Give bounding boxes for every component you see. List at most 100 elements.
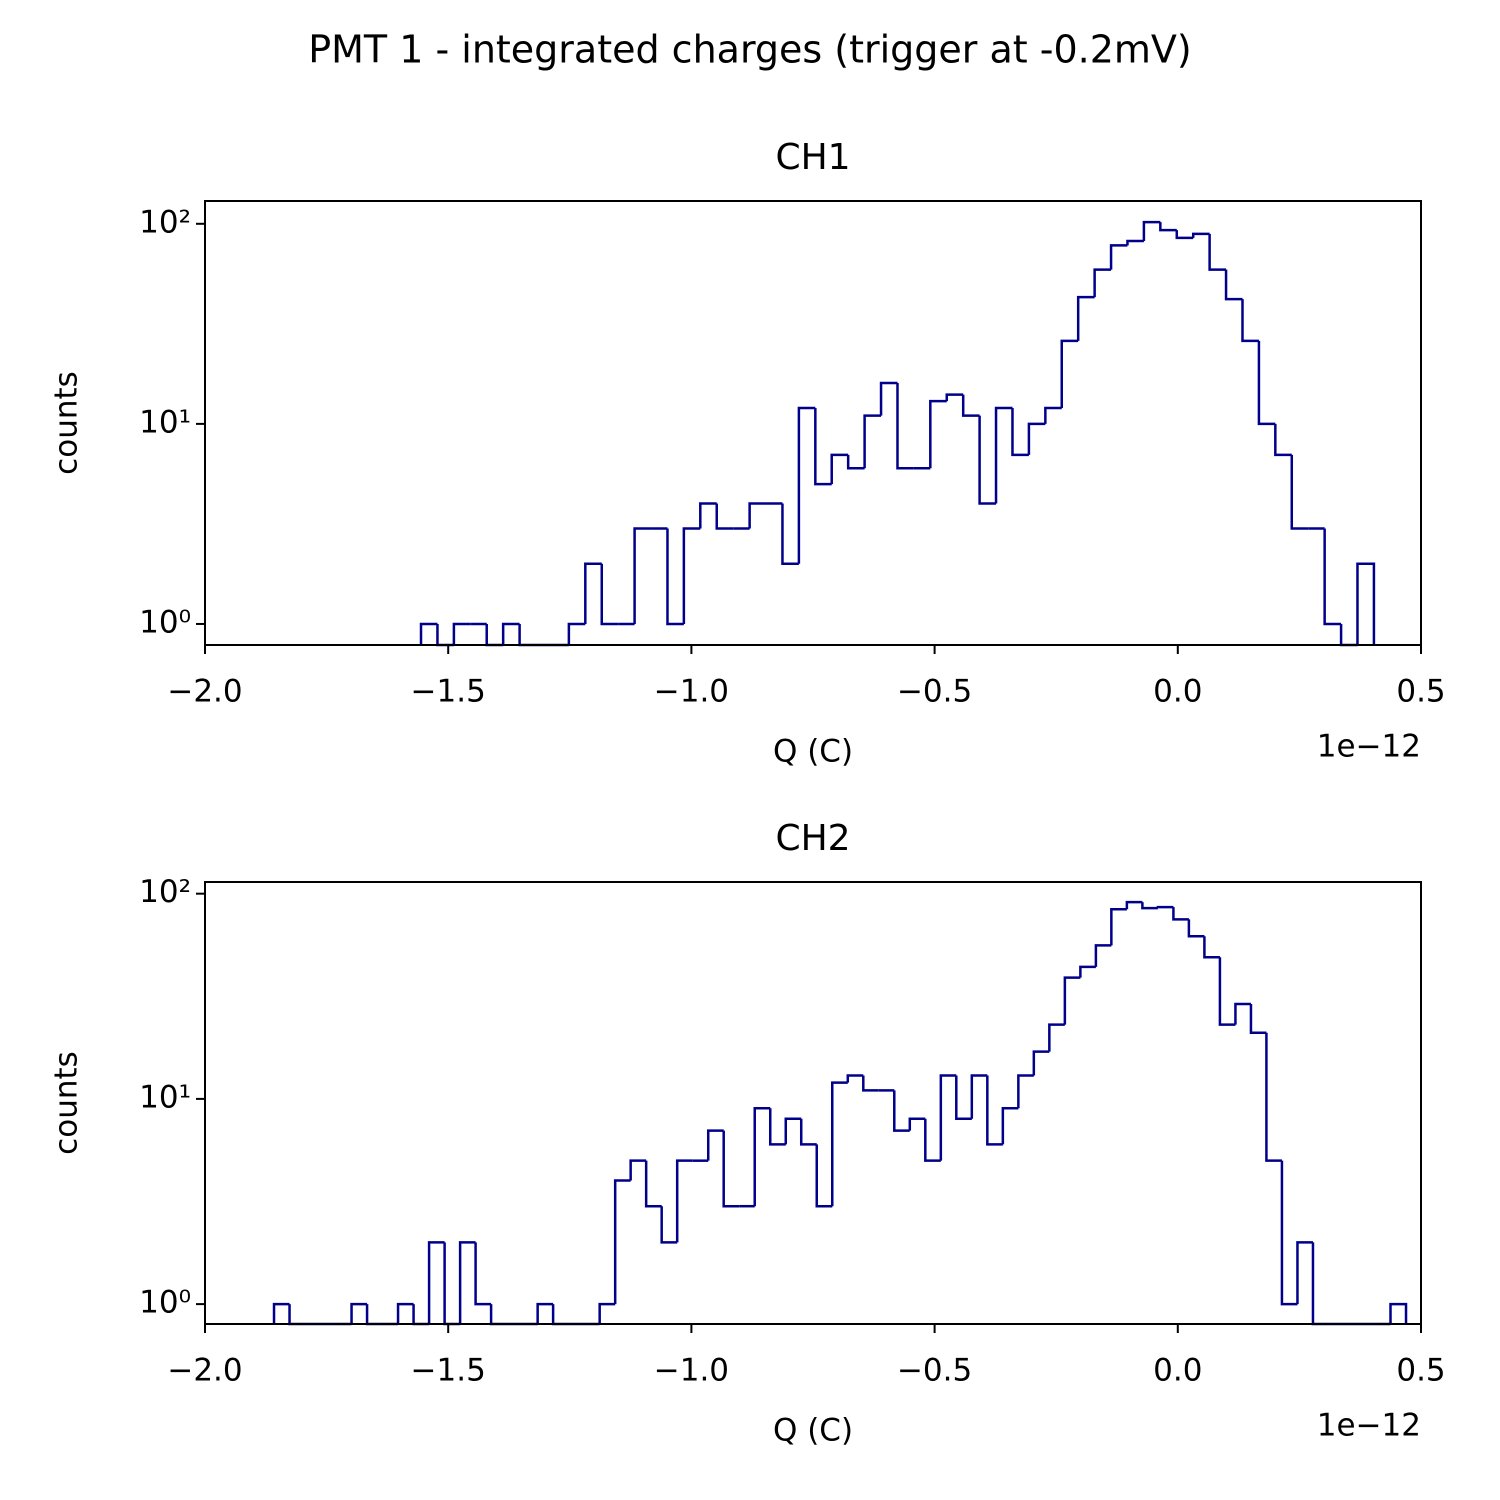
histogram-step <box>536 1302 554 1324</box>
x-tick-label: −1.5 <box>411 1353 486 1389</box>
histogram-step <box>1224 269 1243 301</box>
histogram-step <box>986 1075 1003 1146</box>
y-tick-label: 10¹ <box>139 404 191 440</box>
histogram-step <box>1172 907 1189 921</box>
x-offset-label: 1e−12 <box>1317 729 1421 765</box>
histogram-step <box>1048 1023 1065 1052</box>
histogram-step <box>955 1075 972 1121</box>
histogram-step <box>613 1179 631 1305</box>
histogram-step <box>452 622 471 645</box>
histogram-step <box>1126 239 1144 246</box>
y-tick-label: 10⁰ <box>139 604 191 640</box>
histogram-step <box>879 381 898 416</box>
histogram-step <box>1296 1241 1313 1305</box>
histogram-step <box>715 503 734 530</box>
histogram-step <box>722 1130 740 1208</box>
histogram-step <box>896 383 914 470</box>
histogram-step <box>863 414 882 469</box>
histogram-step <box>501 622 520 645</box>
figure-title: PMT 1 - integrated charges (trigger at -… <box>308 28 1192 72</box>
histogram-step <box>598 1302 616 1324</box>
histogram-step <box>474 1242 492 1306</box>
y-axis-label: counts <box>49 371 85 475</box>
histogram-step <box>1044 406 1062 424</box>
histogram-step <box>419 622 438 645</box>
histogram-step <box>1093 268 1112 298</box>
histogram-step <box>846 454 865 470</box>
histogram-step <box>458 1241 476 1324</box>
histogram-step <box>862 1075 879 1092</box>
histogram-step <box>815 1144 833 1208</box>
histogram-step <box>831 1081 848 1207</box>
y-tick-label: 10² <box>139 874 191 910</box>
histogram-step <box>1125 900 1143 910</box>
histogram-step <box>945 393 964 402</box>
histogram-step <box>1141 902 1158 910</box>
histogram-step <box>1011 408 1029 457</box>
histogram-step <box>1241 299 1259 343</box>
histogram-step <box>994 406 1013 504</box>
histogram-step <box>1257 340 1276 426</box>
histogram-step <box>396 1302 414 1324</box>
histogram-step <box>978 415 997 505</box>
histogram-step <box>961 394 980 417</box>
histogram-step <box>567 622 586 645</box>
histogram-step <box>1109 244 1128 270</box>
histogram-step <box>799 1118 817 1146</box>
x-tick-label: 0.0 <box>1153 674 1202 710</box>
histogram-step <box>784 1117 802 1145</box>
histogram-step <box>1094 944 1112 967</box>
histogram-step <box>1063 976 1081 1025</box>
histogram-step <box>706 1129 724 1161</box>
histogram-step <box>1060 339 1079 409</box>
histogram-step <box>1017 1074 1034 1109</box>
x-tick-label: −2.0 <box>167 1353 242 1389</box>
histogram-step <box>1191 232 1210 238</box>
x-tick-label: −1.0 <box>654 1353 729 1389</box>
histogram-step <box>1389 1302 1408 1324</box>
histogram-step <box>924 1118 941 1162</box>
y-tick-label: 10² <box>139 204 191 240</box>
histogram-step <box>1159 222 1177 232</box>
histogram-step <box>584 562 602 624</box>
histogram-step <box>666 528 684 626</box>
histogram-step <box>1323 528 1342 626</box>
histogram-step <box>1001 1107 1019 1145</box>
histogram-step <box>893 1090 910 1132</box>
histogram-step <box>1110 907 1127 946</box>
histogram-step <box>1274 423 1292 457</box>
histogram-step <box>768 1108 786 1146</box>
histogram-step <box>929 399 947 469</box>
histogram-step <box>633 527 652 624</box>
histogram-step <box>682 527 701 624</box>
histogram-step <box>1265 1032 1282 1162</box>
histogram-step <box>908 1117 926 1131</box>
histogram-step <box>660 1206 678 1244</box>
axes-title: CH2 <box>775 818 850 859</box>
histogram-step <box>1032 1050 1050 1076</box>
histogram-step <box>970 1074 988 1119</box>
histogram-step <box>1290 454 1309 530</box>
histogram-step <box>1208 233 1227 271</box>
histogram-step <box>830 453 849 485</box>
histogram-step <box>1175 230 1194 240</box>
histogram-step <box>1356 562 1376 645</box>
x-offset-label: 1e−12 <box>1317 1408 1421 1444</box>
histogram-step <box>272 1302 290 1324</box>
histogram-step <box>699 502 717 529</box>
axes-title: CH1 <box>775 137 850 178</box>
x-tick-label: 0.5 <box>1396 674 1445 710</box>
histogram-step <box>846 1074 864 1083</box>
histogram-step <box>1203 936 1220 959</box>
x-tick-label: −0.5 <box>897 1353 972 1389</box>
y-tick-label: 10¹ <box>139 1079 191 1115</box>
histogram-step <box>675 1159 693 1243</box>
axes-frame <box>204 200 1422 646</box>
x-tick-label: −2.0 <box>167 674 242 710</box>
y-tick-label: 10⁰ <box>139 1285 191 1321</box>
histogram-step <box>629 1159 647 1181</box>
histogram-step <box>1156 905 1174 909</box>
histogram-step <box>1280 1160 1298 1306</box>
